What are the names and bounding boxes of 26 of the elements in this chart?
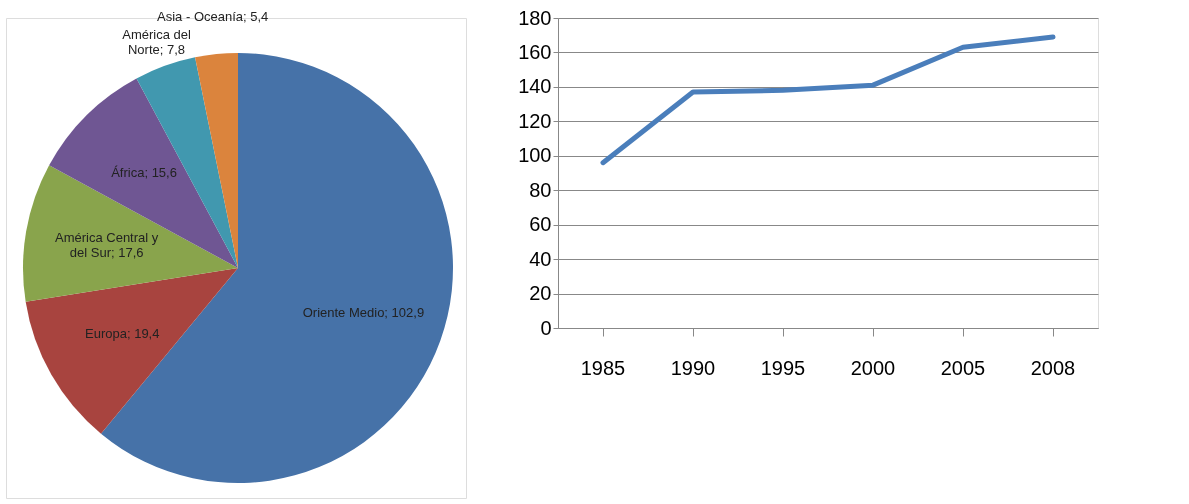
y-tick-label: 80 bbox=[529, 178, 552, 201]
pie-slice bbox=[195, 53, 238, 268]
x-tick-label: 1995 bbox=[760, 356, 806, 379]
y-tick-label: 100 bbox=[518, 144, 552, 167]
x-tick-label: 2000 bbox=[850, 356, 896, 379]
pie-slice bbox=[23, 165, 238, 302]
y-tick-label: 20 bbox=[529, 282, 552, 305]
slice-label: Europa; 19,4 bbox=[85, 326, 160, 342]
pie-slice bbox=[49, 78, 238, 268]
x-tick-label: 2008 bbox=[1030, 356, 1076, 379]
y-tick-label: 40 bbox=[529, 247, 552, 270]
slice-label: Asia - Oceanía; 5,4 bbox=[157, 9, 269, 25]
x-tick-label: 1990 bbox=[670, 356, 716, 379]
x-tick-label: 2005 bbox=[940, 356, 986, 379]
slice-label: África; 15,6 bbox=[111, 165, 177, 181]
slice-label: América Central y del Sur; 17,6 bbox=[54, 230, 159, 261]
y-tick-label: 140 bbox=[518, 75, 552, 98]
y-tick-label: 60 bbox=[529, 213, 552, 236]
y-tick-label: 0 bbox=[540, 316, 552, 339]
y-tick-label: 160 bbox=[518, 40, 552, 63]
y-tick-label: 180 bbox=[518, 6, 552, 29]
x-tick-label: 1985 bbox=[580, 356, 626, 379]
pie-slice bbox=[25, 268, 238, 434]
slice-label: América del Norte; 7,8 bbox=[122, 27, 191, 58]
slice-label: Oriente Medio; 102,9 bbox=[302, 305, 425, 321]
y-tick-label: 120 bbox=[518, 109, 552, 132]
